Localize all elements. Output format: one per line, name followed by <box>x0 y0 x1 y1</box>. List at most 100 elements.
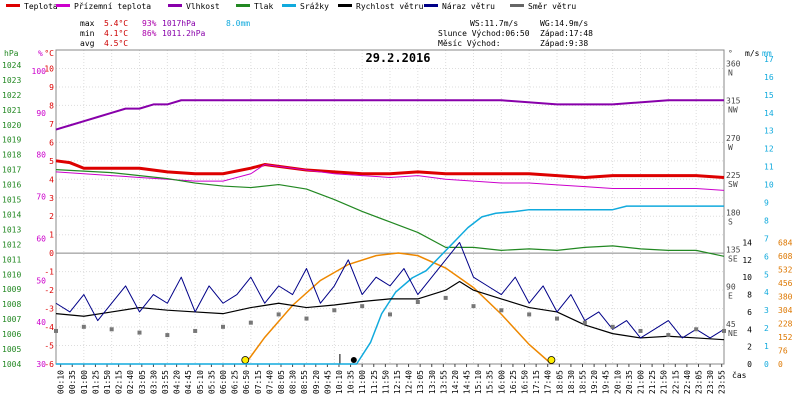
series-point-wind-dir <box>610 324 615 329</box>
axis-tick-time: 06:25 <box>231 370 240 394</box>
axis-tick-time: 19:45 <box>602 370 611 394</box>
series-point-wind-dir <box>193 328 198 333</box>
axis-tick-wm2: 608 <box>778 252 793 261</box>
axis-tick-mm: 15 <box>764 91 774 100</box>
legend-swatch <box>338 4 352 7</box>
axis-tick-time: 11:25 <box>370 370 379 394</box>
axis-tick-mm: 10 <box>764 181 774 190</box>
axis-tick-mm: 13 <box>764 127 774 136</box>
axis-tick-time: 16:25 <box>509 370 518 394</box>
axis-tick-time: 08:55 <box>300 370 309 394</box>
series-point-wind-dir <box>471 304 476 309</box>
axis-tick-time: 05:35 <box>207 370 216 394</box>
series-line <box>55 241 725 339</box>
axis-tick-degrees: 45 <box>726 320 736 329</box>
legend-label: Rychlost větru <box>356 2 424 11</box>
axis-unit-degrees: ° <box>728 49 733 58</box>
series-point-wind-dir <box>582 320 587 325</box>
axis-tick-time: 09:45 <box>323 370 332 394</box>
axis-tick-hpa: 1008 <box>2 300 21 309</box>
axis-tick-mm: 0 <box>764 360 769 369</box>
legend-swatch <box>282 4 296 7</box>
series-point-wind-dir <box>499 308 504 313</box>
axis-tick-hpa: 1010 <box>2 270 21 279</box>
axis-tick-time: 22:40 <box>683 370 692 394</box>
axis-tick-time: 08:30 <box>289 370 298 394</box>
axis-tick-direction: NE <box>728 329 738 338</box>
axis-tick-hpa: 1015 <box>2 196 21 205</box>
axis-tick-ms: 2 <box>747 343 752 352</box>
series-line <box>55 280 725 341</box>
axis-tick-time: 05:10 <box>196 370 205 394</box>
axis-tick-time: 12:40 <box>405 370 414 394</box>
axis-tick-mm: 17 <box>764 55 774 64</box>
stats-wg: WG:14.9m/s <box>540 19 588 28</box>
axis-tick-time: 12:15 <box>393 370 402 394</box>
axis-tick-time: 21:25 <box>648 370 657 394</box>
axis-tick-mm: 5 <box>764 270 769 279</box>
axis-tick-wm2: 152 <box>778 333 793 342</box>
axis-tick-hpa: 1006 <box>2 330 21 339</box>
axis-tick-wm2: 304 <box>778 306 793 315</box>
axis-tick-degrees: 315 <box>726 97 741 106</box>
stats-label: max <box>80 19 95 28</box>
axis-tick-time: 04:20 <box>173 370 182 394</box>
axis-tick-direction: SW <box>728 180 738 189</box>
axis-tick-hpa: 1017 <box>2 166 21 175</box>
axis-tick-time: 14:45 <box>463 370 472 394</box>
legend-swatch <box>168 4 182 7</box>
axis-tick-time: 00:10 <box>57 370 66 394</box>
axis-tick-hpa: 1018 <box>2 151 21 160</box>
axis-tick-time: 22:15 <box>671 370 680 394</box>
axis-tick-mm: 11 <box>764 163 774 172</box>
axis-tick-time: 13:30 <box>428 370 437 394</box>
axis-tick-time: 03:05 <box>138 370 147 394</box>
axis-tick-ms: 8 <box>747 291 752 300</box>
series-line <box>55 159 725 179</box>
axis-tick-celsius: -3 <box>44 305 54 314</box>
series-point-wind-dir <box>332 308 337 313</box>
axis-tick-celsius: 6 <box>49 138 54 147</box>
series-point-wind-dir <box>527 312 532 317</box>
axis-tick-direction: N <box>728 69 733 78</box>
legend-label: Vlhkost <box>186 2 220 11</box>
axis-tick-mm: 14 <box>764 109 774 118</box>
axis-tick-ms: 4 <box>747 325 752 334</box>
axis-tick-mm: 7 <box>764 234 769 243</box>
stats-rain: 8.0mm <box>226 19 250 28</box>
axis-tick-time: 02:40 <box>126 370 135 394</box>
axis-tick-hpa: 1014 <box>2 210 21 219</box>
axis-tick-wm2: 228 <box>778 319 793 328</box>
axis-unit-celsius: °C <box>44 49 54 58</box>
axis-tick-wm2: 684 <box>778 238 793 247</box>
axis-tick-celsius: 7 <box>49 120 54 129</box>
axis-tick-percent: 80 <box>36 151 46 160</box>
axis-tick-time: 17:40 <box>544 370 553 394</box>
axis-tick-direction: E <box>728 292 733 301</box>
series-point-wind-dir <box>54 328 58 333</box>
axis-tick-hpa: 1020 <box>2 121 21 130</box>
axis-tick-percent: 40 <box>36 318 46 327</box>
axis-tick-hpa: 1009 <box>2 285 21 294</box>
axis-tick-wm2: 0 <box>778 360 783 369</box>
stats-temp: 5.4°C <box>104 19 128 28</box>
legend-label: Přízemní teplota <box>74 2 151 11</box>
axis-tick-degrees: 135 <box>726 245 741 254</box>
axis-tick-time: 21:00 <box>637 370 646 394</box>
axis-tick-celsius: -4 <box>44 323 54 332</box>
axis-tick-wm2: 532 <box>778 265 793 274</box>
axis-tick-mm: 8 <box>764 216 769 225</box>
axis-tick-hpa: 1016 <box>2 181 21 190</box>
axis-tick-degrees: 225 <box>726 171 741 180</box>
axis-tick-time: 11:50 <box>381 370 390 394</box>
axis-tick-ms: 10 <box>742 273 752 282</box>
axis-tick-celsius: -6 <box>44 360 54 369</box>
axis-tick-celsius: 4 <box>49 175 54 184</box>
legend-label: Náraz větru <box>442 2 495 11</box>
stats-panel: max 5.4°C 93% 1017hPa 8.0mm min 4.1°C 86% 1011.2… <box>80 19 593 48</box>
axis-tick-time: 18:05 <box>555 370 564 394</box>
series-line <box>55 99 724 131</box>
axis-tick-percent: 60 <box>36 234 46 243</box>
axis-unit-percent: % <box>38 49 43 58</box>
